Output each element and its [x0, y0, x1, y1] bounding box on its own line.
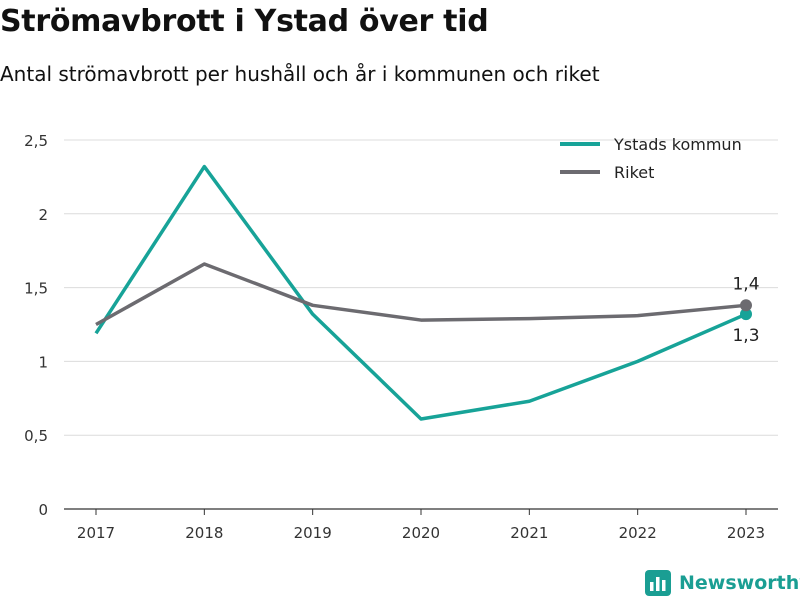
series-line-ystads-kommun	[94, 164, 747, 421]
x-tick-label: 2020	[402, 524, 440, 542]
x-tick-label: 2018	[185, 524, 223, 542]
chart-title: Strömavbrott i Ystad över tid	[0, 4, 489, 39]
brand-name: Newsworthy	[679, 572, 800, 594]
series-line-riket	[95, 262, 747, 327]
x-tick-label: 2021	[510, 524, 548, 542]
end-labels: 1,3 1,4	[732, 274, 759, 346]
end-value-label: 1,3	[732, 326, 759, 346]
data-point	[740, 299, 752, 312]
y-tick-label: 2	[38, 206, 48, 224]
x-tick-label: 2019	[294, 524, 332, 542]
y-tick-label: 1,5	[24, 280, 48, 298]
y-tick-label: 0	[38, 501, 48, 519]
series-lines	[94, 164, 752, 421]
y-tick-label: 0,5	[24, 427, 48, 445]
chart-subtitle: Antal strömavbrott per hushåll och år i …	[0, 62, 600, 86]
x-tick-label: 2023	[727, 524, 765, 542]
brand-logo: Newsworthy	[645, 570, 800, 596]
y-tick-label: 2,5	[24, 132, 48, 150]
x-tick-label: 2022	[619, 524, 657, 542]
data-point	[740, 308, 752, 321]
legend: Ystads kommun Riket	[560, 135, 742, 182]
x-tick-label: 2017	[77, 524, 115, 542]
axes: 0 0,5 1 1,5 2 2,5 2017 2018 2019 2020 2021 2022 2023	[24, 132, 778, 542]
legend-label: Riket	[614, 163, 654, 182]
legend-label: Ystads kommun	[613, 135, 742, 154]
newsworthy-logo-icon	[645, 570, 671, 596]
y-tick-label: 1	[38, 353, 48, 371]
grid-lines	[64, 139, 778, 436]
end-value-label: 1,4	[732, 274, 759, 294]
